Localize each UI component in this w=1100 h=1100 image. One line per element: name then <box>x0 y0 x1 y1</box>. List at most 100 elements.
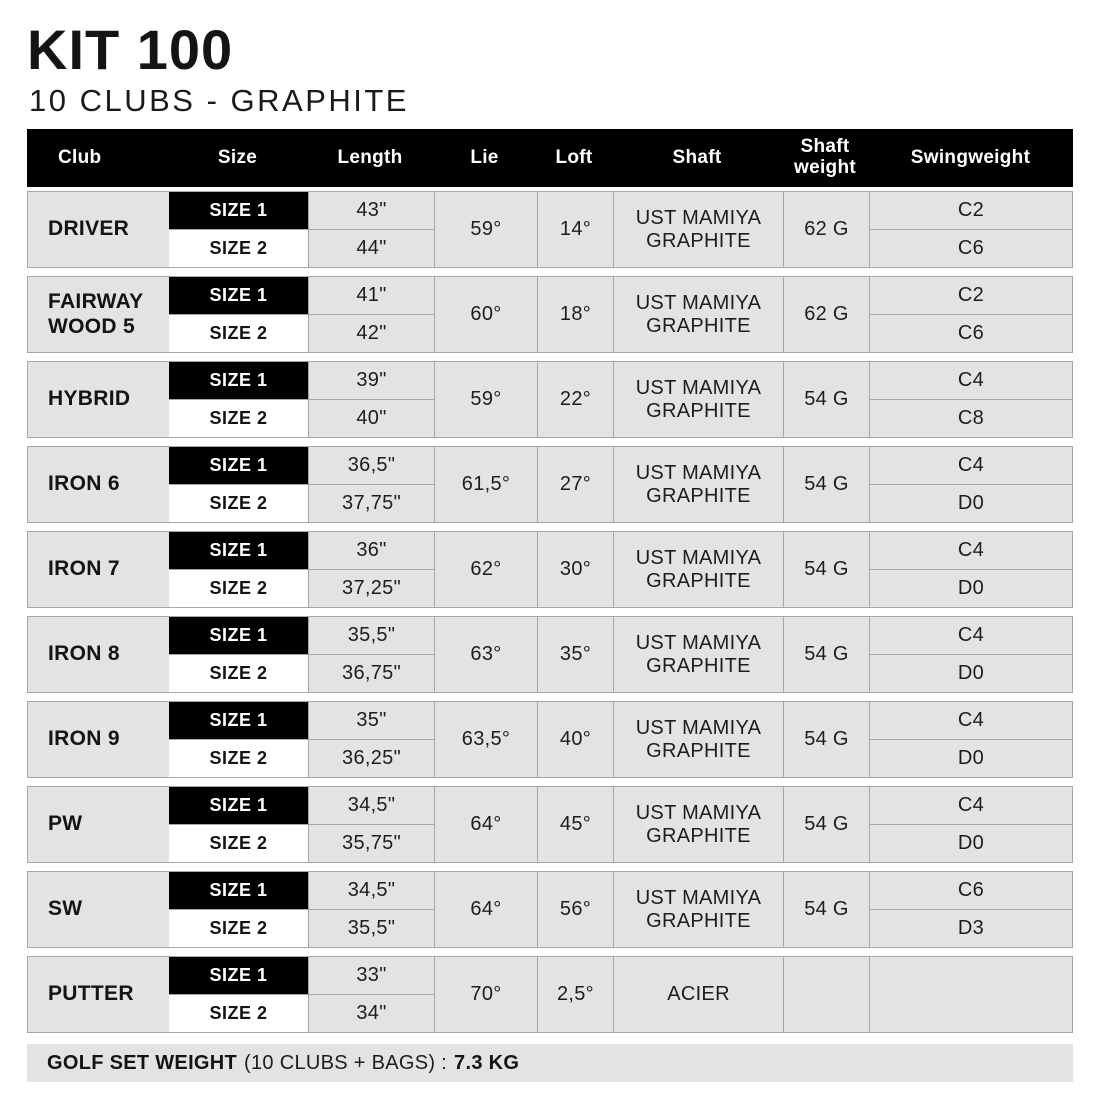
loft-value: 14° <box>537 192 613 267</box>
swingweight-size2-value: D0 <box>869 654 1072 692</box>
shaft-weight-value: 54 G <box>783 617 869 692</box>
length-size1-value: 34,5" <box>308 872 434 910</box>
lie-value: 64° <box>434 872 537 947</box>
loft-value: 56° <box>537 872 613 947</box>
swingweight-size2-value: D3 <box>869 909 1072 947</box>
shaft-value: UST MAMIYA GRAPHITE <box>613 447 783 522</box>
length-size1-value: 43" <box>308 192 434 230</box>
swingweight-size1-value: C4 <box>869 532 1072 570</box>
size2-badge: SIZE 2 <box>169 229 308 267</box>
loft-value: 35° <box>537 617 613 692</box>
swingweight-size2-value: D0 <box>869 739 1072 777</box>
size2-badge: SIZE 2 <box>169 399 308 437</box>
swingweight-size1-value: C4 <box>869 447 1072 485</box>
lie-value: 62° <box>434 532 537 607</box>
footer-label-normal: (10 CLUBS + BAGS) : <box>244 1051 448 1074</box>
footer-value: 7.3 KG <box>454 1051 520 1074</box>
length-size1-value: 36" <box>308 532 434 570</box>
swingweight-size2-value: D0 <box>869 824 1072 862</box>
size1-badge: SIZE 1 <box>169 957 308 995</box>
shaft-value: UST MAMIYA GRAPHITE <box>613 872 783 947</box>
size2-badge: SIZE 2 <box>169 569 308 607</box>
length-size2-value: 40" <box>308 399 434 437</box>
length-size2-value: 44" <box>308 229 434 267</box>
swingweight-size1-value: C4 <box>869 702 1072 740</box>
swingweight-size1-value: C4 <box>869 787 1072 825</box>
loft-value: 30° <box>537 532 613 607</box>
footer-label-bold: GOLF SET WEIGHT <box>47 1051 238 1074</box>
size1-badge: SIZE 1 <box>169 787 308 825</box>
size1-badge: SIZE 1 <box>169 872 308 910</box>
club-name: FAIRWAY WOOD 5 <box>48 290 144 338</box>
swingweight-size2-value: C6 <box>869 229 1072 267</box>
page-subtitle: 10 CLUBS - GRAPHITE <box>29 83 409 118</box>
club-name: SW <box>48 897 83 921</box>
club-name: DRIVER <box>48 217 130 241</box>
table-row: IRON 7 SIZE 1 SIZE 2 36" 37,25" 62° 30° … <box>27 531 1073 608</box>
size2-badge: SIZE 2 <box>169 994 308 1032</box>
table-row: PUTTER SIZE 1 SIZE 2 33" 34" 70° 2,5° AC… <box>27 956 1073 1033</box>
loft-value: 40° <box>537 702 613 777</box>
size1-badge: SIZE 1 <box>169 277 308 315</box>
shaft-weight-value: 54 G <box>783 447 869 522</box>
swingweight-size1-value <box>869 957 1072 1032</box>
table-row: IRON 6 SIZE 1 SIZE 2 36,5" 37,75" 61,5° … <box>27 446 1073 523</box>
size1-badge: SIZE 1 <box>169 192 308 230</box>
length-size2-value: 36,25" <box>308 739 434 777</box>
size2-badge: SIZE 2 <box>169 739 308 777</box>
swingweight-size1-value: C4 <box>869 617 1072 655</box>
shaft-value: ACIER <box>613 957 783 1032</box>
length-size1-value: 39" <box>308 362 434 400</box>
table-row: PW SIZE 1 SIZE 2 34,5" 35,75" 64° 45° US… <box>27 786 1073 863</box>
swingweight-size1-value: C6 <box>869 872 1072 910</box>
length-size1-value: 41" <box>308 277 434 315</box>
size1-badge: SIZE 1 <box>169 617 308 655</box>
size1-badge: SIZE 1 <box>169 362 308 400</box>
club-name: HYBRID <box>48 387 131 411</box>
table-row: SW SIZE 1 SIZE 2 34,5" 35,5" 64° 56° UST… <box>27 871 1073 948</box>
header-size: Size <box>217 146 258 168</box>
header-length: Length <box>337 146 403 168</box>
loft-value: 22° <box>537 362 613 437</box>
size2-badge: SIZE 2 <box>169 824 308 862</box>
footer-bar: GOLF SET WEIGHT (10 CLUBS + BAGS) : 7.3 … <box>27 1044 1073 1082</box>
shaft-weight-value: 54 G <box>783 787 869 862</box>
table-row: IRON 9 SIZE 1 SIZE 2 35" 36,25" 63,5° 40… <box>27 701 1073 778</box>
length-size1-value: 33" <box>308 957 434 995</box>
shaft-value: UST MAMIYA GRAPHITE <box>613 362 783 437</box>
header-club: Club <box>58 146 102 168</box>
club-name: IRON 6 <box>48 472 120 496</box>
header-shaft: Shaft <box>672 146 722 168</box>
size1-badge: SIZE 1 <box>169 702 308 740</box>
length-size1-value: 36,5" <box>308 447 434 485</box>
club-name: PW <box>48 812 83 836</box>
shaft-weight-value <box>783 957 869 1032</box>
swingweight-size2-value: D0 <box>869 569 1072 607</box>
loft-value: 2,5° <box>537 957 613 1032</box>
table-row: HYBRID SIZE 1 SIZE 2 39" 40" 59° 22° UST… <box>27 361 1073 438</box>
club-name: IRON 9 <box>48 727 120 751</box>
shaft-weight-value: 54 G <box>783 362 869 437</box>
shaft-weight-value: 62 G <box>783 192 869 267</box>
shaft-weight-value: 62 G <box>783 277 869 352</box>
shaft-value: UST MAMIYA GRAPHITE <box>613 192 783 267</box>
table-body: DRIVER SIZE 1 SIZE 2 43" 44" 59° 14° UST… <box>27 191 1073 1033</box>
length-size2-value: 35,75" <box>308 824 434 862</box>
swingweight-size1-value: C4 <box>869 362 1072 400</box>
shaft-weight-value: 54 G <box>783 702 869 777</box>
length-size2-value: 36,75" <box>308 654 434 692</box>
size1-badge: SIZE 1 <box>169 532 308 570</box>
shaft-weight-value: 54 G <box>783 872 869 947</box>
header-loft: Loft <box>555 146 593 168</box>
size2-badge: SIZE 2 <box>169 654 308 692</box>
length-size1-value: 35" <box>308 702 434 740</box>
club-name: IRON 8 <box>48 642 120 666</box>
shaft-value: UST MAMIYA GRAPHITE <box>613 787 783 862</box>
club-name: PUTTER <box>48 982 134 1006</box>
lie-value: 64° <box>434 787 537 862</box>
lie-value: 59° <box>434 362 537 437</box>
loft-value: 27° <box>537 447 613 522</box>
header-swingweight: Swingweight <box>910 146 1031 168</box>
club-name: IRON 7 <box>48 557 120 581</box>
